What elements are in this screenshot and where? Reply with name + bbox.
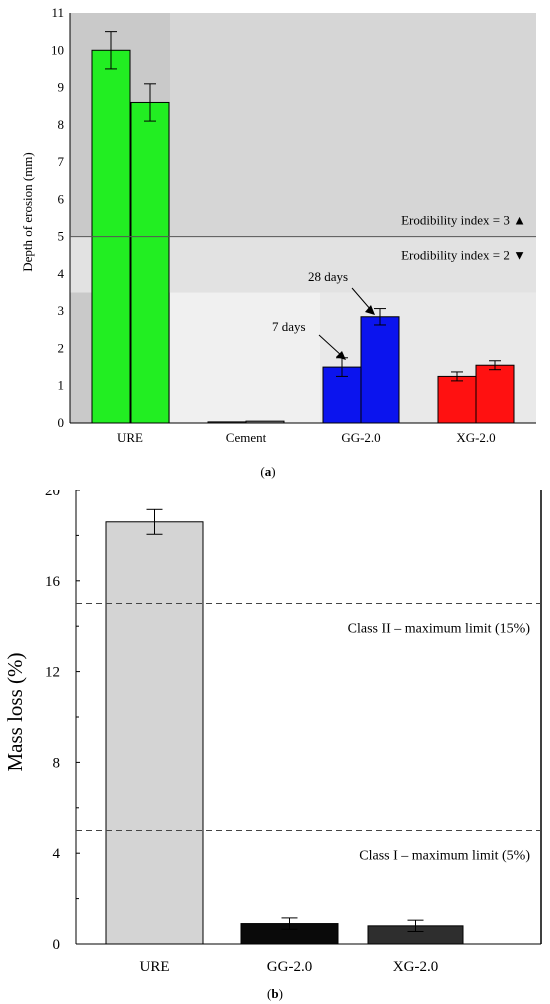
y-tick-label: 3 [58, 303, 65, 318]
7-days-label: 7 days [272, 319, 306, 334]
erodibility-index-2-label: Erodibility index = 2 ▼ [401, 248, 526, 263]
y-tick-label: 6 [58, 191, 65, 206]
bar-xg-2.0 [475, 364, 515, 424]
limit-label: Class I – maximum limit (5%) [359, 849, 530, 864]
y-tick-label: 11 [51, 5, 64, 20]
y-tick-label: 8 [53, 755, 61, 771]
category-label: GG-2.0 [267, 959, 312, 975]
panel-letter-a: a [265, 464, 272, 479]
bar-xg-2.0 [437, 375, 477, 424]
y-tick-label: 12 [45, 665, 60, 681]
y-tick-label: 2 [58, 340, 65, 355]
category-label: XG-2.0 [393, 959, 438, 975]
y-tick-label: 4 [53, 846, 61, 862]
y-tick-label: 10 [51, 42, 64, 57]
category-label: Cement [226, 430, 267, 445]
28-days-arrow [351, 287, 372, 311]
y-tick-label: 20 [45, 490, 60, 499]
category-label: GG-2.0 [341, 430, 380, 445]
category-label: URE [117, 430, 143, 445]
category-labels: URE GG-2.0 XG-2.0 [140, 959, 439, 975]
erosion-depth-chart: 0 1 2 3 4 5 6 7 8 9 10 11 URE Cement GG-2.0 XG-2.0 Dep… [20, 5, 536, 479]
y-tick-label: 5 [58, 229, 65, 244]
y-tick-label: 8 [58, 117, 65, 132]
y-tick-label: 4 [58, 266, 65, 281]
y-tick-label: 1 [58, 378, 65, 393]
y-axis [69, 13, 536, 424]
panel-label-b: (b) [267, 986, 283, 1001]
category-label: URE [140, 959, 170, 975]
y-tick-label: 16 [45, 574, 61, 590]
y-tick-label: 0 [53, 937, 61, 953]
limit-label: Class II – maximum limit (15%) [348, 622, 531, 637]
7-days-arrowhead [336, 351, 346, 360]
bar-ure [130, 101, 170, 424]
erodibility-index-3-label: Erodibility index = 3 ▲ [401, 213, 526, 228]
y-axis-label: Depth of erosion (mm) [20, 152, 35, 272]
28-days-arrowhead [365, 305, 375, 315]
bar-ure [105, 521, 204, 945]
y-tick-label: 9 [58, 80, 65, 95]
panel-label-a: (a) [260, 464, 275, 479]
mass-loss-chart: 0 4 8 12 16 20 URE GG-2.0 XG-2.0 Class II – max… [3, 490, 542, 1001]
y-tick-label: 0 [58, 415, 65, 430]
bar-gg-2.0 [360, 316, 400, 424]
category-labels: URE Cement GG-2.0 XG-2.0 [117, 430, 496, 445]
28-days-label: 28 days [308, 269, 348, 284]
bars-group [105, 508, 464, 945]
limit-lines: Class II – maximum limit (15%) Class I – … [76, 603, 541, 864]
category-label: XG-2.0 [456, 430, 495, 445]
y-tick-label: 7 [58, 154, 65, 169]
7-days-arrow [318, 334, 343, 357]
panel-letter-b: b [271, 986, 278, 1001]
y-tick-labels: 0 1 2 3 4 5 6 7 8 9 10 11 [51, 5, 65, 430]
y-axis-label: Mass loss (%) [3, 652, 27, 771]
y-tick-labels: 0 4 8 12 16 20 [45, 490, 80, 953]
shaded-regions [70, 13, 536, 423]
